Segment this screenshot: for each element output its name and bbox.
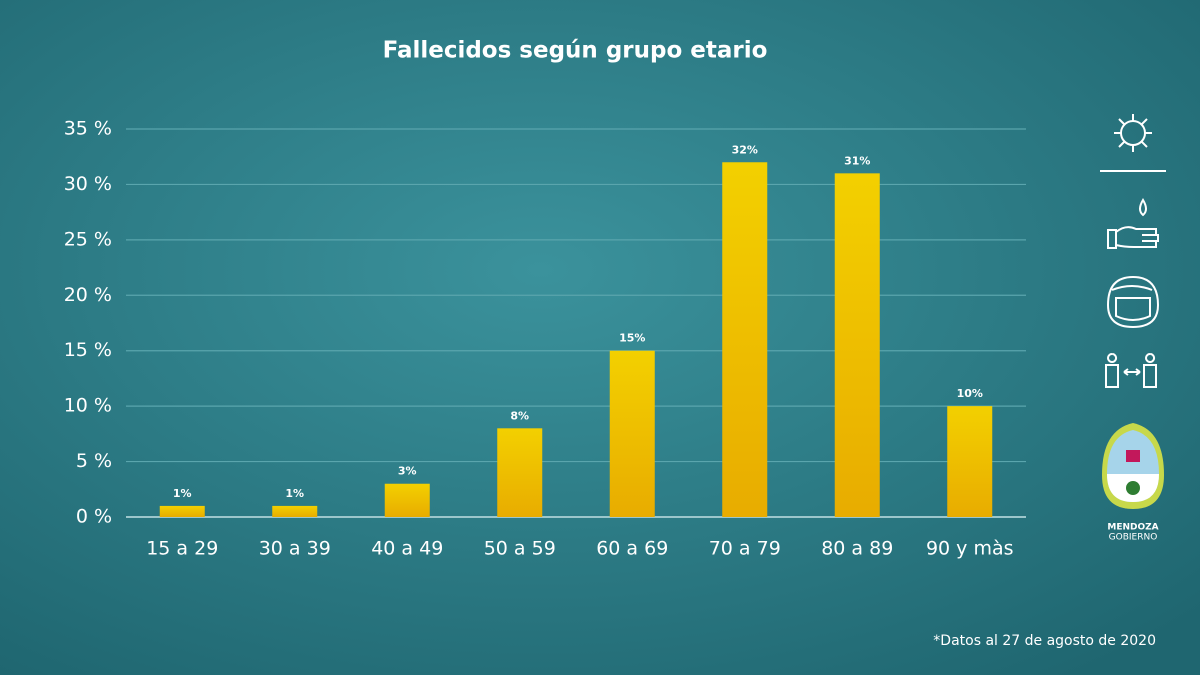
value-label: 8%	[510, 409, 529, 422]
bar	[272, 505, 318, 517]
logo-text: MENDOZA	[1107, 523, 1158, 533]
value-label: 32%	[732, 143, 758, 156]
bar	[497, 428, 543, 517]
value-label: 1%	[285, 487, 304, 500]
bar	[722, 162, 768, 517]
y-tick-label: 35 %	[64, 118, 112, 140]
icons: MENDOZA GOBIERNO	[1100, 114, 1166, 543]
y-tick-label: 20 %	[64, 284, 112, 306]
value-label: 10%	[957, 387, 983, 400]
x-tick-label: 70 a 79	[709, 538, 781, 560]
x-tick-label: 15 a 29	[146, 538, 218, 560]
bar	[834, 173, 880, 518]
y-tick-label: 10 %	[64, 395, 112, 417]
logo-text: GOBIERNO	[1109, 533, 1158, 543]
x-tick-label: 80 a 89	[821, 538, 893, 560]
footnote: *Datos al 27 de agosto de 2020	[933, 633, 1156, 649]
value-label: 1%	[173, 487, 192, 500]
y-tick-label: 30 %	[64, 173, 112, 195]
chart-title: Fallecidos según grupo etario	[383, 38, 768, 64]
y-tick-label: 15 %	[64, 339, 112, 361]
y-tick-label: 5 %	[76, 450, 112, 472]
bar	[609, 350, 655, 517]
x-tick-label: 60 a 69	[596, 538, 668, 560]
y-tick-label: 25 %	[64, 228, 112, 250]
value-label: 15%	[619, 332, 645, 345]
bar	[159, 505, 205, 517]
x-tick-label: 90 y màs	[926, 538, 1014, 560]
value-label: 31%	[844, 154, 870, 167]
bar	[384, 483, 430, 517]
y-tick-label: 0 %	[76, 506, 112, 528]
value-label: 3%	[398, 465, 417, 478]
x-tick-label: 30 a 39	[259, 538, 331, 560]
bar	[947, 406, 993, 517]
x-tick-label: 40 a 49	[371, 538, 443, 560]
x-tick-label: 50 a 59	[484, 538, 556, 560]
